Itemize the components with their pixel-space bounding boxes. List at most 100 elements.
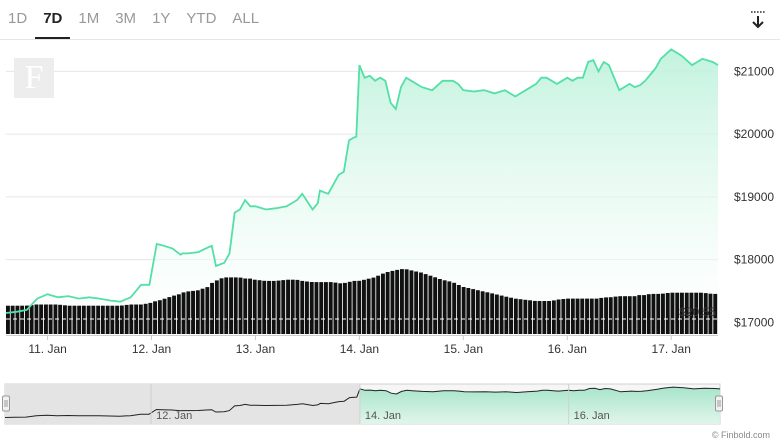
navigator-tick-label: 14. Jan	[365, 410, 401, 422]
download-icon	[751, 11, 765, 29]
volume-bar	[20, 305, 25, 334]
volume-bar	[214, 280, 219, 334]
volume-bar	[395, 269, 400, 334]
volume-bar	[604, 297, 608, 334]
volume-bar	[618, 296, 623, 334]
price-area	[6, 49, 718, 336]
volume-bar	[471, 289, 476, 334]
volume-bar	[309, 282, 314, 334]
navigator-handle-left[interactable]	[2, 395, 10, 412]
volume-bar	[314, 282, 319, 334]
volume-bar	[81, 305, 86, 334]
volume-bar	[642, 295, 646, 334]
volume-bar	[570, 298, 575, 334]
volume-bar	[362, 279, 366, 334]
volume-bar	[547, 301, 551, 334]
x-tick-label: 14. Jan	[340, 342, 379, 356]
volume-bar	[694, 292, 699, 334]
volume-bar	[599, 297, 604, 334]
volume-bar	[390, 270, 395, 334]
volume-bar	[699, 292, 703, 334]
volume-bar	[148, 302, 153, 334]
volume-bar	[376, 275, 381, 334]
tab-3m[interactable]: 3M	[115, 10, 137, 27]
volume-bar	[452, 282, 457, 334]
volume-bar	[243, 278, 248, 334]
volume-bar	[262, 280, 267, 334]
volume-bar	[229, 277, 233, 334]
volume-bar	[58, 304, 63, 334]
volume-bar	[442, 280, 447, 334]
toolbar-divider	[0, 39, 780, 40]
volume-bar	[324, 282, 328, 334]
tab-1y[interactable]: 1Y	[152, 10, 171, 27]
navigator-selected-area	[359, 387, 720, 424]
volume-bar	[461, 287, 466, 334]
volume-bar	[713, 293, 718, 334]
navigator-handle-right[interactable]	[715, 395, 723, 412]
volume-bar	[504, 296, 509, 334]
x-tick-label: 15. Jan	[444, 342, 483, 356]
y-tick-label: $18000	[734, 253, 774, 267]
x-tick-label: 12. Jan	[132, 342, 171, 356]
x-tick-label: 13. Jan	[236, 342, 275, 356]
navigator-tick-label: 12. Jan	[156, 410, 192, 422]
tab-7d[interactable]: 7D	[35, 0, 71, 39]
volume-bar	[110, 305, 115, 334]
volume-bar	[343, 282, 347, 334]
volume-bar	[490, 293, 495, 334]
volume-bar	[499, 295, 504, 334]
download-button[interactable]	[748, 9, 768, 31]
volume-bar	[556, 299, 561, 334]
volume-bar	[400, 269, 404, 334]
volume-bar	[276, 280, 281, 334]
volume-bar	[646, 294, 651, 334]
volume-bar	[613, 296, 618, 334]
volume-bar	[594, 298, 599, 334]
volume-bar	[271, 280, 276, 334]
tab-1d[interactable]: 1D	[8, 10, 28, 27]
tab-all[interactable]: ALL	[232, 10, 260, 27]
navigator-line	[4, 386, 721, 418]
volume-bar	[509, 297, 513, 334]
volume-bar	[480, 291, 485, 334]
volume-bar	[186, 291, 191, 334]
volume-bar	[191, 290, 195, 334]
finbold-logo: F	[14, 58, 54, 98]
volume-bar	[585, 298, 589, 334]
volume-bar	[172, 295, 176, 334]
volume-bar	[77, 305, 82, 334]
x-tick-label: 17. Jan	[652, 342, 691, 356]
volume-bar	[219, 278, 224, 334]
volume-bar	[300, 280, 305, 334]
volume-bar	[44, 304, 48, 334]
volume-bar	[675, 292, 680, 334]
volume-bar	[181, 292, 186, 334]
volume-bar	[290, 279, 295, 334]
volume-bar	[167, 297, 172, 334]
volume-bar	[357, 280, 362, 334]
volume-bar	[680, 292, 684, 334]
volume-bar	[513, 298, 518, 334]
volume-bar	[561, 299, 566, 334]
volume-bar	[233, 277, 238, 334]
volume-bar	[494, 294, 499, 334]
volume-bar	[661, 293, 665, 334]
volume-bar	[433, 277, 438, 334]
volume-bar	[528, 300, 532, 334]
tab-ytd[interactable]: YTD	[186, 10, 217, 27]
volume-bar	[566, 298, 570, 334]
volume-bar	[637, 295, 642, 334]
volume-bar	[352, 280, 357, 334]
volume-bar	[119, 305, 124, 334]
volume-bar	[542, 301, 547, 334]
volume-bar	[466, 288, 471, 334]
volume-bar	[551, 300, 556, 334]
volume-bar	[404, 269, 409, 334]
volume-bar	[575, 298, 580, 334]
volume-bar	[67, 305, 72, 334]
current-value-label: $20.55	[679, 305, 716, 319]
volume-bar	[632, 296, 637, 334]
tab-1m[interactable]: 1M	[78, 10, 100, 27]
